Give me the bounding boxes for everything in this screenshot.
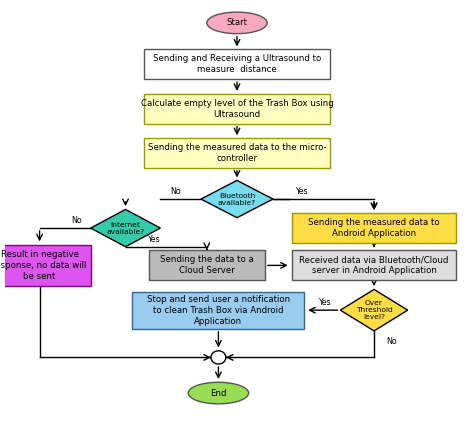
Text: Over
Threshold
level?: Over Threshold level?	[356, 300, 392, 320]
Text: Bluetooth
available?: Bluetooth available?	[218, 192, 256, 206]
Text: No: No	[170, 187, 181, 196]
Text: No: No	[72, 216, 82, 225]
FancyBboxPatch shape	[132, 291, 304, 329]
Text: Sending the measured data to the micro-
controller: Sending the measured data to the micro- …	[148, 143, 326, 163]
Text: Start: Start	[227, 18, 247, 27]
Text: Yes: Yes	[318, 298, 330, 307]
Ellipse shape	[207, 12, 267, 34]
Text: Stop and send user a notification
to clean Trash Box via Android
Application: Stop and send user a notification to cle…	[147, 294, 290, 326]
FancyBboxPatch shape	[144, 49, 330, 79]
FancyBboxPatch shape	[292, 213, 456, 243]
FancyBboxPatch shape	[292, 250, 456, 280]
Polygon shape	[340, 289, 408, 331]
Polygon shape	[91, 209, 160, 247]
Text: Yes: Yes	[147, 235, 160, 244]
Polygon shape	[201, 181, 273, 218]
FancyBboxPatch shape	[149, 250, 265, 280]
Text: Internet
available?: Internet available?	[107, 222, 145, 235]
Text: Calculate empty level of the Trash Box using
Ultrasound: Calculate empty level of the Trash Box u…	[141, 99, 333, 119]
Text: No: No	[386, 337, 397, 346]
FancyBboxPatch shape	[0, 244, 91, 286]
FancyBboxPatch shape	[144, 94, 330, 124]
Text: Sending the data to a
Cloud Server: Sending the data to a Cloud Server	[160, 255, 254, 275]
Text: Yes: Yes	[294, 187, 307, 196]
FancyBboxPatch shape	[144, 138, 330, 168]
Circle shape	[211, 351, 226, 364]
Text: Received data via Bluetooth/Cloud
server in Android Application: Received data via Bluetooth/Cloud server…	[300, 255, 449, 275]
Text: End: End	[210, 389, 227, 398]
Text: Result in negative
response, no data will
be sent: Result in negative response, no data wil…	[0, 250, 87, 281]
Text: Sending the measured data to
Android Application: Sending the measured data to Android App…	[308, 218, 440, 238]
Ellipse shape	[188, 382, 249, 404]
Text: Sending and Receiving a Ultrasound to
measure  distance: Sending and Receiving a Ultrasound to me…	[153, 54, 321, 74]
